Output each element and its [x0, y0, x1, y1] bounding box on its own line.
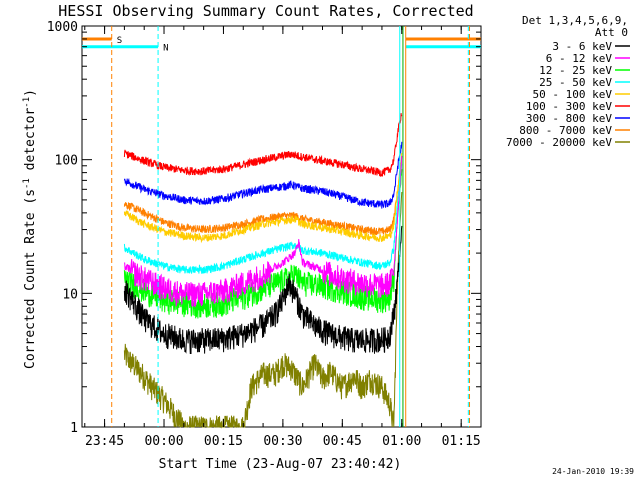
x-axis: 23:45 00:00 00:15 00:30 00:45 01:00 01:15	[84, 26, 482, 449]
legend-title-line-2: Att 0	[595, 26, 628, 39]
series-line	[123, 155, 403, 308]
x-tick-label: 00:45	[323, 434, 362, 449]
series-line	[123, 153, 403, 244]
legend-entry-label: 50 - 100 keV	[533, 88, 613, 101]
x-tick-label: 00:30	[263, 434, 302, 449]
y-tick-label: 10	[62, 287, 78, 302]
x-axis-label: Start Time (23-Aug-07 23:40:42)	[159, 457, 402, 472]
legend-entry-label: 800 - 7000 keV	[519, 124, 612, 137]
x-tick-label: 23:45	[85, 434, 124, 449]
series-line	[123, 225, 403, 355]
legend-entry-label: 300 - 800 keV	[526, 112, 612, 125]
y-tick-label: 100	[55, 154, 78, 169]
y-tick-label: 1	[70, 421, 78, 436]
y-axis: 1 10 100 1000	[47, 20, 481, 436]
x-tick-label: 00:15	[204, 434, 243, 449]
footer-date: 24-Jan-2010 19:39	[552, 467, 634, 476]
plot-area: SN	[81, 25, 482, 429]
series-line	[123, 141, 403, 209]
series-line	[123, 191, 403, 429]
plot-frame	[81, 25, 482, 428]
chart-title: HESSI Observing Summary Count Rates, Cor…	[58, 2, 473, 20]
series-line	[123, 113, 403, 177]
y-axis-label-exp2: -1	[22, 97, 32, 108]
y-axis-label-mid: detector	[23, 108, 38, 179]
legend-entry-label: 7000 - 20000 keV	[506, 136, 612, 149]
y-axis-label: Corrected Count Rate (s-1 detector-1)	[22, 89, 38, 369]
series-line	[123, 164, 403, 274]
legend-entry-label: 6 - 12 keV	[546, 52, 613, 65]
y-axis-label-main: Corrected Count Rate (s	[23, 189, 38, 369]
legend-entry-label: 100 - 300 keV	[526, 100, 612, 113]
series-line	[123, 159, 403, 236]
x-tick-label: 01:00	[382, 434, 421, 449]
y-axis-label-end: )	[23, 89, 38, 97]
x-tick-label: 00:00	[144, 434, 183, 449]
x-tick-label: 01:15	[442, 434, 481, 449]
flag-label: S	[117, 36, 122, 46]
flag-label: N	[163, 44, 168, 54]
legend-entry-label: 25 - 50 keV	[539, 76, 612, 89]
y-tick-label: 1000	[47, 20, 78, 35]
y-axis-label-exp1: -1	[22, 178, 32, 189]
legend-title-line-1: Det 1,3,4,5,6,9,	[522, 14, 628, 27]
legend-entry-label: 12 - 25 keV	[539, 64, 612, 77]
legend-entry-label: 3 - 6 keV	[552, 40, 612, 53]
